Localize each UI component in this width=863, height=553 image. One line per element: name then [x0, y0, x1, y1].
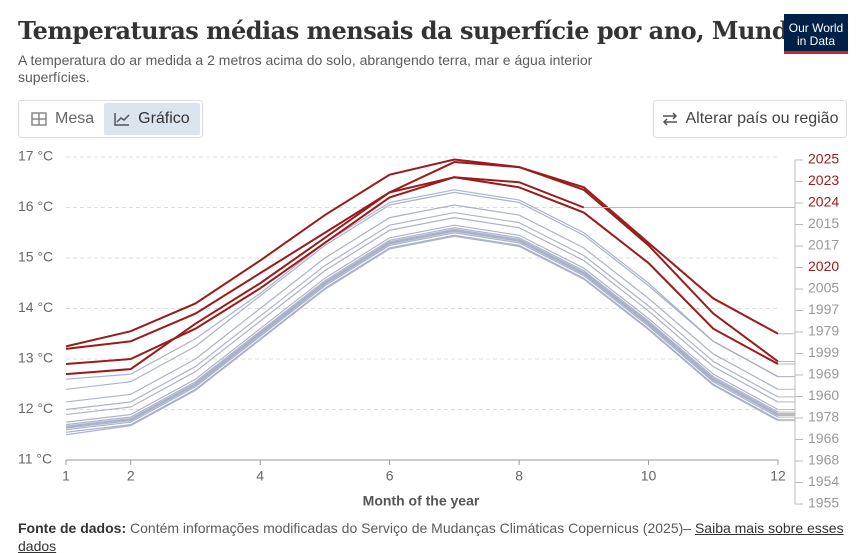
legend-label: 2015: [808, 215, 839, 231]
button-label: Alterar país ou região: [685, 110, 839, 127]
label-connector: [778, 420, 803, 505]
legend-label: 1954: [808, 473, 839, 489]
series-line: [65, 189, 779, 380]
legend-label: 1999: [808, 344, 839, 360]
legend-label: 2017: [808, 237, 839, 253]
tab-label: Mesa: [55, 110, 95, 127]
source-link[interactable]: Saiba mais sobre esses dados: [18, 520, 844, 553]
legend-label: 1968: [808, 452, 839, 468]
x-tick-label: 8: [515, 468, 523, 484]
series-line: [65, 204, 779, 403]
legend-label: 1966: [808, 430, 839, 446]
label-connector: [778, 267, 803, 365]
x-tick-label: 4: [256, 468, 264, 484]
label-connector: [778, 353, 803, 403]
y-tick-label: 14 °C: [18, 299, 53, 315]
series-line: [65, 176, 585, 350]
series-line: [65, 234, 779, 433]
x-tick-label: 1: [62, 468, 70, 484]
view-tabs: Mesa Gráfico: [18, 100, 203, 138]
x-tick-label: 10: [641, 468, 657, 484]
change-region-button[interactable]: Alterar país ou região: [653, 100, 847, 138]
chart-subtitle: A temperatura do ar medida a 2 metros ac…: [18, 52, 593, 85]
legend-label: 2024: [808, 194, 839, 210]
table-icon: [31, 112, 47, 126]
legend-label: 2023: [808, 172, 839, 188]
label-connector: [778, 415, 803, 462]
series-line: [65, 216, 779, 416]
source-text: Contém informações modificadas do Serviç…: [130, 520, 692, 536]
x-tick-label: 2: [127, 468, 135, 484]
label-connector: [778, 245, 803, 378]
legend-label: 1978: [808, 409, 839, 425]
series-line: [65, 232, 779, 431]
series-line: [65, 229, 779, 428]
legend-label: 2025: [808, 151, 839, 167]
legend-label: 2020: [808, 258, 839, 274]
legend-label: 1979: [808, 323, 839, 339]
x-tick-label: 6: [386, 468, 394, 484]
series-line: [65, 228, 779, 427]
chart-title: Temperaturas médias mensais da superfíci…: [18, 16, 804, 45]
series-line: [65, 161, 779, 376]
y-tick-label: 11 °C: [18, 451, 52, 467]
series-line: [65, 235, 779, 436]
y-tick-label: 13 °C: [18, 350, 53, 366]
series-line: [65, 176, 779, 366]
source-label: Fonte de dados:: [18, 520, 127, 536]
y-tick-label: 12 °C: [18, 400, 53, 416]
series-line: [65, 191, 779, 390]
tab-label: Gráfico: [138, 110, 190, 127]
y-tick-label: 16 °C: [18, 198, 53, 214]
chart: Month of the year 11 °C 12 °C 13 °C 14 °C 15…: [18, 148, 839, 511]
y-tick-label: 17 °C: [18, 148, 53, 164]
logo[interactable]: Our World in Data: [784, 14, 848, 54]
label-connector: [583, 159, 803, 208]
series-line: [65, 211, 779, 411]
x-tick-label: 12: [770, 468, 786, 484]
footer: Fonte de dados: Contém informações modif…: [18, 519, 848, 553]
label-connector: [778, 202, 803, 363]
legend-label: 1955: [808, 495, 839, 511]
series-line: [65, 230, 779, 429]
chart-icon: [114, 113, 130, 126]
series-line: [65, 224, 779, 423]
chart-tab[interactable]: Gráfico: [104, 103, 200, 135]
label-connector: [778, 396, 803, 416]
legend-label: 1969: [808, 366, 839, 382]
table-tab[interactable]: Mesa: [21, 103, 104, 135]
legend-label: 1960: [808, 387, 839, 403]
label-connector: [778, 288, 803, 390]
x-axis-label: Month of the year: [363, 493, 480, 509]
y-tick-label: 15 °C: [18, 249, 53, 265]
series-line: [65, 227, 779, 426]
label-connector: [778, 331, 803, 410]
swap-icon: [662, 112, 677, 126]
label-connector: [778, 374, 803, 413]
legend-label: 1997: [808, 301, 839, 317]
series-line: [65, 158, 779, 363]
legend-label: 2005: [808, 280, 839, 296]
